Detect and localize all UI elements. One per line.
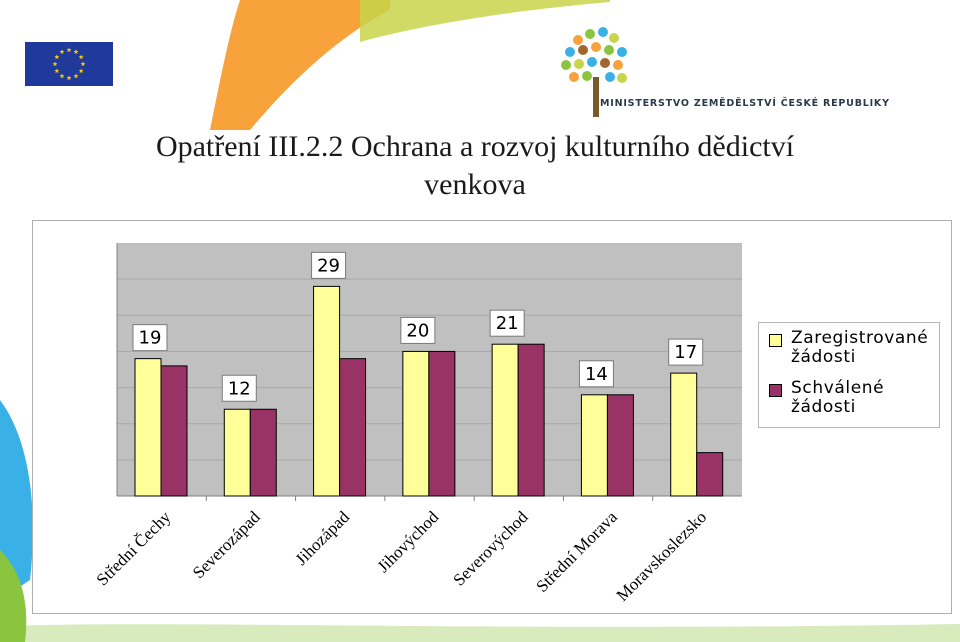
- page-title: Opatření III.2.2 Ochrana a rozvoj kultur…: [90, 128, 860, 204]
- bar-approved: [696, 452, 724, 497]
- eu-star-icon: [59, 73, 65, 79]
- eu-star-icon: [54, 54, 60, 60]
- legend-label-approved: Schválené žádosti: [791, 378, 885, 417]
- eu-star-icon: [59, 49, 65, 54]
- green-bottom-decoration: [0, 624, 960, 642]
- page-title-line2: venkova: [424, 168, 526, 201]
- data-label: 17: [674, 342, 697, 363]
- ministry-tree-logo: [561, 27, 627, 117]
- data-label: 19: [139, 328, 162, 349]
- eu-star-icon: [66, 75, 72, 81]
- eu-star-icon: [73, 73, 79, 79]
- bar-registered: [670, 372, 698, 497]
- ministry-name: MINISTERSTVO ZEMĚDĚLSTVÍ ČESKÉ REPUBLIKY: [600, 98, 890, 109]
- legend-label-registered: Zaregistrované žádosti: [791, 328, 929, 367]
- data-label-box: [221, 374, 257, 402]
- eu-star-icon: [78, 54, 84, 60]
- bar-approved: [339, 358, 367, 497]
- bar-approved: [160, 365, 188, 497]
- x-tick-label: Severozápad: [189, 507, 264, 582]
- eu-star-icon: [80, 61, 86, 67]
- bar-registered: [402, 350, 430, 497]
- data-label-box: [489, 309, 525, 337]
- x-tick-label: Moravskoslezsko: [613, 507, 711, 605]
- data-label-box: [311, 251, 347, 279]
- bar-approved: [606, 394, 634, 497]
- eu-star-icon: [66, 47, 72, 53]
- eu-star-icon: [52, 61, 58, 67]
- bar-registered: [313, 285, 341, 497]
- x-tick-label: Severovýchod: [449, 507, 532, 590]
- eu-star-icon: [78, 68, 84, 74]
- data-label: 14: [585, 364, 608, 385]
- x-tick-label: Střední Čechy: [93, 507, 175, 589]
- data-label: 29: [317, 255, 340, 276]
- bar-registered: [134, 358, 162, 497]
- eu-flag-logo: [25, 42, 113, 86]
- data-label-box: [400, 316, 436, 344]
- bar-approved: [428, 350, 456, 497]
- bar-registered: [223, 408, 251, 497]
- green-strip-decoration: [360, 0, 610, 42]
- data-label: 12: [228, 378, 251, 399]
- bar-approved: [517, 343, 545, 497]
- chart-frame: 19 Střední Čechy 12 Severozápad 29 Jihozápad 2…: [32, 220, 952, 614]
- blue-swoosh-decoration: [0, 400, 33, 642]
- x-tick-label: Střední Morava: [532, 507, 621, 596]
- data-label-box: [132, 324, 168, 352]
- data-label-box: [578, 360, 614, 388]
- eu-star-icon: [54, 68, 60, 74]
- bar-chart: 19 Střední Čechy 12 Severozápad 29 Jihozápad 2…: [93, 243, 742, 605]
- bar-approved: [249, 408, 277, 497]
- data-label: 20: [406, 320, 429, 341]
- bar-registered: [491, 343, 519, 497]
- data-label: 21: [496, 313, 519, 334]
- eu-star-icon: [73, 49, 79, 54]
- data-label-box: [668, 338, 704, 366]
- bar-registered: [580, 394, 608, 497]
- x-tick-label: Jihozápad: [292, 507, 354, 569]
- page-title-line1: Opatření III.2.2 Ochrana a rozvoj kultur…: [155, 130, 795, 163]
- legend-swatch-approved: [769, 384, 782, 397]
- legend-swatch-registered: [769, 334, 782, 347]
- chart-legend: Zaregistrované žádosti Schválené žádosti: [758, 322, 940, 428]
- x-tick-label: Jihovýchod: [373, 507, 442, 576]
- orange-swoosh-decoration: [210, 0, 390, 130]
